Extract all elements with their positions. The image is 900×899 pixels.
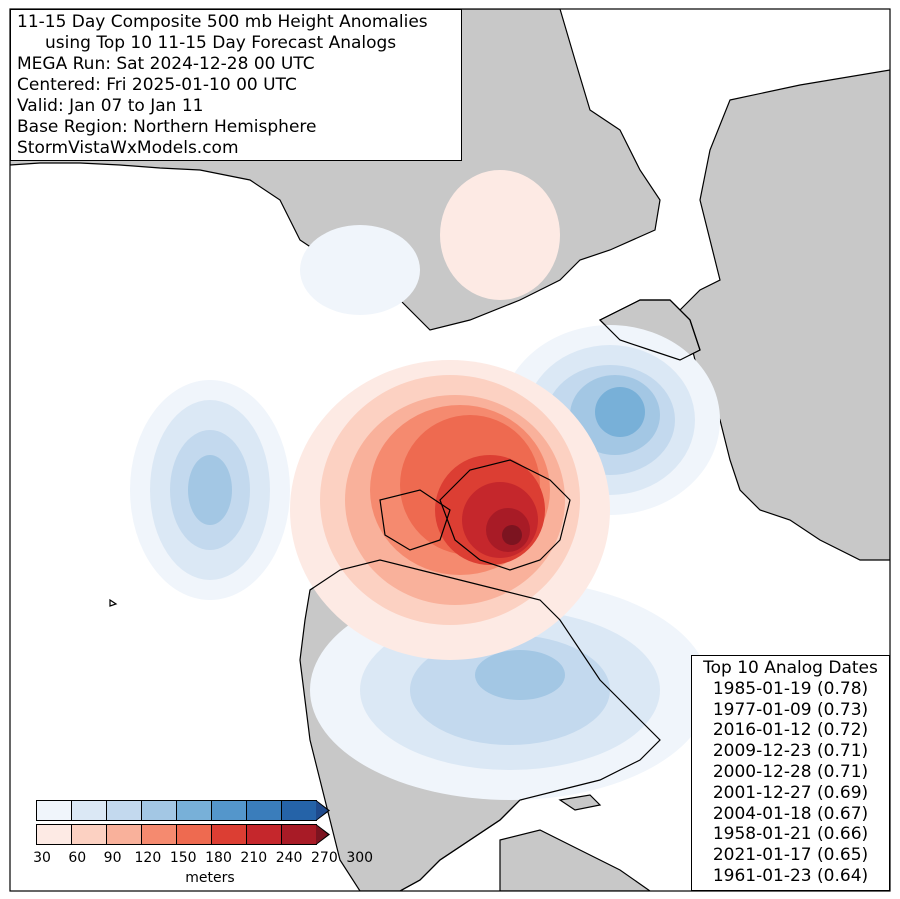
colorbar-swatch (106, 824, 142, 845)
colorbar-swatch (141, 824, 177, 845)
colorbar-swatch (211, 824, 247, 845)
colorbar-swatch (176, 800, 212, 821)
analog-dates-box: Top 10 Analog Dates 1985-01-19 (0.78) 19… (691, 655, 890, 891)
colorbar-swatch (246, 824, 282, 845)
colorbar-extend-arrow (316, 824, 330, 845)
title-line-7: StormVistaWxModels.com (17, 138, 239, 158)
colorbar-ticks: 30 60 90 120 150 180 210 240 270 300 (24, 850, 384, 868)
colorbar-swatch (141, 800, 177, 821)
central-america-land (499, 829, 652, 891)
title-line-6: Base Region: Northern Hemisphere (17, 117, 317, 137)
analog-date: 1977-01-09 (0.73) (712, 699, 869, 720)
colorbar-swatch (71, 800, 107, 821)
colorbar-tick-label: 300 (346, 850, 374, 866)
colorbar-tick-label: 210 (240, 850, 268, 866)
colorbar-unit: meters (185, 870, 235, 886)
title-line-4: Centered: Fri 2025-01-10 00 UTC (17, 75, 297, 95)
colorbar-tick-label: 60 (68, 850, 87, 866)
colorbar-swatch (36, 800, 72, 821)
title-line-3: MEGA Run: Sat 2024-12-28 00 UTC (17, 54, 315, 74)
colorbar-swatch (281, 824, 317, 845)
colorbar-swatch (176, 824, 212, 845)
analog-date: 2021-01-17 (0.65) (712, 845, 869, 866)
colorbar-tick-label: 150 (169, 850, 197, 866)
colorbar-tick-label: 120 (134, 850, 162, 866)
colorbar-tick-label: 30 (33, 850, 51, 866)
title-line-5: Valid: Jan 07 to Jan 11 (17, 96, 204, 116)
analog-date: 2000-12-28 (0.71) (712, 761, 869, 782)
analog-date: 2016-01-12 (0.72) (712, 720, 869, 741)
colorbar-swatch (281, 800, 317, 821)
colorbar-extend-arrow (316, 800, 330, 821)
analog-header: Top 10 Analog Dates (703, 658, 878, 678)
colorbar-tick-label: 180 (205, 850, 232, 866)
colorbar-tick-label: 270 (311, 850, 338, 866)
colorbar-swatch (71, 824, 107, 845)
analog-date: 2001-12-27 (0.69) (712, 782, 869, 803)
title-line-1: 11-15 Day Composite 500 mb Height Anomal… (17, 12, 428, 32)
analog-date: 1961-01-23 (0.64) (712, 865, 869, 886)
analog-date: 1958-01-21 (0.66) (712, 824, 869, 845)
map-title-box: 11-15 Day Composite 500 mb Height Anomal… (10, 9, 462, 161)
colorbar-swatch (246, 800, 282, 821)
analog-date: 2004-01-18 (0.67) (712, 803, 869, 824)
positive-colorbar (36, 824, 330, 845)
colorbar-swatch (36, 824, 72, 845)
negative-colorbar (36, 800, 330, 821)
colorbar-tick-label: 240 (275, 850, 303, 866)
coastlines (109, 299, 701, 891)
analog-date: 2009-12-23 (0.71) (712, 741, 869, 762)
title-line-2: using Top 10 11-15 Day Forecast Analogs (45, 33, 397, 53)
analog-date: 1985-01-19 (0.78) (712, 678, 869, 699)
colorbar-swatch (211, 800, 247, 821)
asia-east-land (679, 69, 890, 561)
colorbar-swatch (106, 800, 142, 821)
colorbar-tick-label: 90 (103, 850, 122, 866)
colorbar-legend: 30 60 90 120 150 180 210 240 270 300 meters (33, 800, 396, 895)
